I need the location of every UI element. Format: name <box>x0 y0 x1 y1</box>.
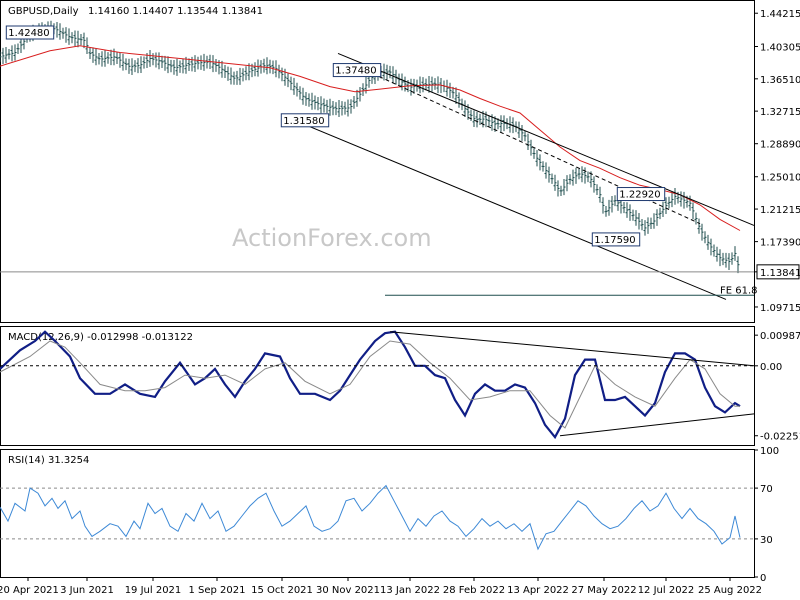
fe-level-label: FE 61.8 <box>720 285 758 296</box>
x-tick-label: 13 Jan 2022 <box>380 585 440 596</box>
axes: 1.44215 1.40305 1.36510 1.32715 1.28890 1.250… <box>0 9 800 596</box>
rsi-line <box>0 484 741 551</box>
rsi-panel-title: RSI(14) 31.3254 <box>8 455 89 466</box>
y-tick-label: 1.21215 <box>760 205 800 216</box>
macd-macd-line <box>0 330 741 440</box>
x-tick-label: 15 Oct 2021 <box>251 585 313 596</box>
x-tick-label: 19 Jul 2021 <box>125 585 182 596</box>
x-tick-label: 1 Sep 2021 <box>188 585 245 596</box>
rsi-panel <box>0 484 754 551</box>
y-tick-label: 1.36510 <box>760 75 800 86</box>
price-label: 1.42480 <box>8 28 49 39</box>
x-tick-label: 25 Aug 2022 <box>698 585 762 596</box>
price-label: 1.31580 <box>283 116 324 127</box>
x-tick-label: 30 Nov 2021 <box>316 585 380 596</box>
price-ohlc-readout: 1.14160 1.14407 1.13544 1.13841 <box>88 6 263 17</box>
y-tick-label: 0 <box>760 573 766 584</box>
y-tick-label: 30 <box>760 535 773 546</box>
x-tick-label: 3 Jun 2021 <box>60 585 114 596</box>
y-tick-label: 1.40305 <box>760 43 800 54</box>
price-label-box <box>332 63 382 78</box>
x-tick-label: 20 Apr 2021 <box>0 585 59 596</box>
y-tick-label: 1.17390 <box>760 238 800 249</box>
y-tick-label: 0.009872 <box>760 331 800 342</box>
macd-signal-line <box>0 340 740 429</box>
rsi-panel-frame <box>0 449 755 578</box>
x-tick-label: 12 Jul 2022 <box>638 585 695 596</box>
y-tick-label: 1.44215 <box>760 9 800 20</box>
price-channel-lower-line <box>282 115 727 300</box>
price-label: 1.17590 <box>594 235 635 246</box>
y-tick-label: 1.28890 <box>760 140 800 151</box>
price-channel-upper-line <box>337 52 755 226</box>
price-label-box <box>616 187 666 202</box>
y-tick-label: 100 <box>760 446 779 457</box>
macd-panel-frame <box>0 326 755 446</box>
price-label-box <box>5 25 55 40</box>
y-tick-label: 0.00 <box>760 362 782 373</box>
macd-trend-upper-line <box>389 331 755 367</box>
price-panel-frame <box>0 0 755 323</box>
price-panel: 1.42480 1.37480 1.31580 1.22920 1.17590 FE 61… <box>0 20 758 300</box>
y-tick-label: -0.022516 <box>760 432 800 443</box>
y-tick-label: 70 <box>760 484 773 495</box>
y-tick-label: 1.25010 <box>760 173 800 184</box>
price-label-box <box>280 113 330 128</box>
x-tick-label: 13 Apr 2022 <box>507 585 569 596</box>
y-tick-label: 1.09715 <box>760 303 800 314</box>
price-panel-title: GBPUSD,Daily <box>8 6 79 17</box>
macd-trend-lower-line <box>559 413 755 437</box>
current-price-badge <box>756 264 800 280</box>
y-tick-label: 1.13841 <box>760 268 800 279</box>
price-label: 1.22920 <box>619 190 660 201</box>
watermark: ActionForex.com <box>232 224 432 252</box>
macd-panel-title: MACD(12,26,9) -0.012998 -0.013122 <box>8 332 193 343</box>
x-tick-label: 27 May 2022 <box>571 585 636 596</box>
macd-panel <box>0 330 755 440</box>
price-label-box <box>591 232 641 247</box>
y-tick-label: 1.32715 <box>760 107 800 118</box>
x-tick-label: 28 Feb 2022 <box>443 585 505 596</box>
price-label: 1.37480 <box>335 66 376 77</box>
